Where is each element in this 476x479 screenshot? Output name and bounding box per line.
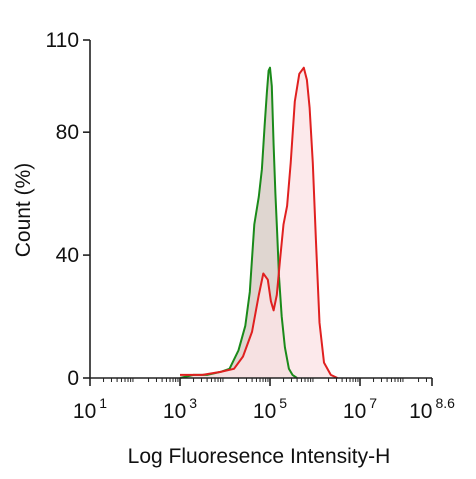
x-axis-title: Log Fluoresence Intensity-H: [128, 445, 391, 468]
y-axis-ticks: 0 40 80 110: [46, 29, 90, 390]
plot-area: 0 40 80 110 10 1 10 3 10 5 10 7 10 8.6: [46, 29, 456, 423]
y-tick-label: 0: [67, 367, 79, 390]
x-minor-ticks: [103, 378, 427, 382]
y-tick-label: 80: [56, 121, 79, 144]
x-tick-label: 10 5: [253, 395, 287, 423]
y-axis-title: Count (%): [12, 163, 35, 258]
y-tick-label: 40: [56, 244, 79, 267]
y-tick-label: 110: [46, 29, 79, 52]
series-1-line: [179, 66, 298, 379]
x-tick-label: 10 7: [343, 395, 377, 423]
x-tick-label: 10 3: [163, 395, 197, 423]
x-tick-label: 10 8.6: [409, 395, 455, 423]
series-layer: [179, 66, 338, 379]
series-2-line: [180, 66, 338, 379]
x-tick-label: 10 1: [73, 395, 107, 423]
x-axis-ticks: 10 1 10 3 10 5 10 7 10 8.6: [73, 378, 455, 423]
series-2-area: [180, 67, 338, 378]
